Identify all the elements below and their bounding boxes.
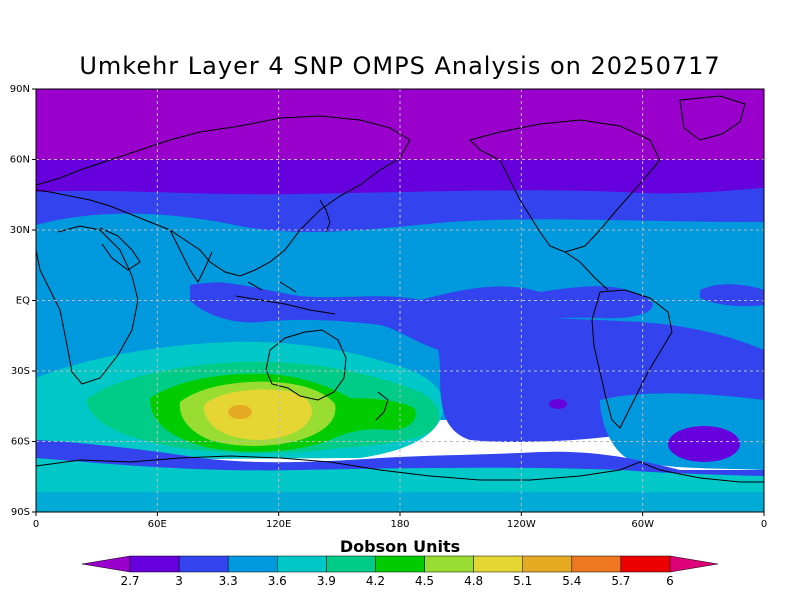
colorbar-swatch <box>620 555 671 573</box>
x-tick-label: 60E <box>148 519 167 530</box>
map-title: Umkehr Layer 4 SNP OMPS Analysis on 2025… <box>79 52 721 80</box>
colorbar-swatch <box>178 555 229 573</box>
tropical-low-africa <box>196 282 250 299</box>
coast-greenland <box>679 95 746 141</box>
colorbar-swatch <box>81 555 131 573</box>
tropical-low-pacific <box>190 282 653 350</box>
y-tick-label: EQ <box>16 296 30 307</box>
x-tick-label: 0 <box>33 519 39 530</box>
colorbar-swatch <box>227 555 278 573</box>
x-tick-label: 60W <box>631 519 654 530</box>
colorbar-title: Dobson Units <box>339 537 461 556</box>
y-tick-label: 30N <box>10 225 30 236</box>
colorbar: 2.7 3 3.3 3.6 3.9 4.2 4.5 4.8 5.1 5.4 5.7 6 <box>81 555 719 588</box>
coast-india <box>169 229 213 283</box>
colorbar-swatch <box>375 555 425 573</box>
colorbar-label: 5.7 <box>611 574 630 588</box>
south-atlantic-min <box>668 426 740 462</box>
y-tick-label: 90S <box>11 507 30 518</box>
y-tick-label: 60S <box>11 437 30 448</box>
y-tick-label: 60N <box>10 155 30 166</box>
coast-south-america <box>591 289 673 429</box>
coast-indonesia <box>235 281 336 315</box>
colorbar-label: 4.2 <box>366 574 385 588</box>
coast-antarctica <box>36 455 764 483</box>
colorbar-label: 6 <box>666 574 674 588</box>
x-ticks: 0 60E 120E 180 120W 60W 0 <box>33 512 767 530</box>
x-tick-label: 120E <box>266 519 291 530</box>
coast-central-america <box>564 251 609 291</box>
colorbar-label: 2.7 <box>120 574 139 588</box>
coast-arabia <box>99 227 141 271</box>
colorbar-swatch <box>326 555 376 573</box>
y-tick-label: 90N <box>10 84 30 95</box>
colorbar-label: 3.9 <box>317 574 336 588</box>
colorbar-swatch <box>473 555 523 573</box>
y-ticks: 90N 60N 30N EQ 30S 60S 90S <box>10 84 36 518</box>
colorbar-label: 4.8 <box>464 574 483 588</box>
coast-japan <box>319 199 331 233</box>
x-tick-label: 120W <box>507 519 536 530</box>
colorbar-label: 3.3 <box>219 574 238 588</box>
colorbar-swatch <box>669 555 719 573</box>
colorbar-swatch <box>277 555 327 573</box>
colorbar-swatch <box>522 555 573 573</box>
coast-eurasia <box>36 115 411 277</box>
pacific-mini-min <box>549 399 567 409</box>
colorbar-label: 3 <box>175 574 183 588</box>
colorbar-label: 4.5 <box>415 574 434 588</box>
colorbar-swatch <box>571 555 622 573</box>
colorbar-swatch <box>129 555 180 573</box>
x-tick-label: 180 <box>390 519 409 530</box>
y-tick-label: 30S <box>11 366 30 377</box>
coast-new-zealand <box>375 391 389 421</box>
colorbar-swatch <box>424 555 474 573</box>
colorbar-label: 5.1 <box>513 574 532 588</box>
coastlines <box>36 95 764 483</box>
coast-australia <box>265 329 347 401</box>
map-grid <box>36 89 764 512</box>
x-tick-label: 0 <box>761 519 767 530</box>
antarctic-pole <box>36 492 764 512</box>
colorbar-label: 3.6 <box>268 574 287 588</box>
aus-max-core <box>228 405 252 419</box>
aus-ring-yellow <box>204 389 312 440</box>
colorbar-label: 5.4 <box>562 574 581 588</box>
